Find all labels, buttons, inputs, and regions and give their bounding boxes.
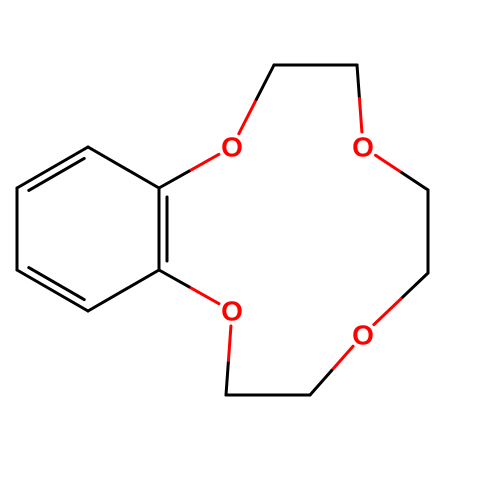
bond xyxy=(332,346,354,370)
bond xyxy=(29,158,84,190)
bond xyxy=(88,270,159,311)
atom-label-o: O xyxy=(221,132,243,163)
bond xyxy=(88,147,159,188)
bond xyxy=(310,371,332,395)
bond xyxy=(226,360,228,395)
atom-label-o: O xyxy=(352,320,374,351)
bond xyxy=(402,173,428,190)
bond xyxy=(359,99,361,133)
bond xyxy=(376,155,402,172)
bond xyxy=(189,154,219,171)
bond xyxy=(357,65,359,99)
bond xyxy=(374,299,401,325)
bond xyxy=(17,147,88,188)
molecule-svg: O O O O xyxy=(0,0,500,500)
bond xyxy=(401,273,428,299)
bond xyxy=(29,268,84,300)
bond xyxy=(17,270,88,311)
bond xyxy=(159,270,189,287)
bond xyxy=(228,326,230,361)
bond xyxy=(256,65,274,99)
bond xyxy=(159,171,189,188)
bond xyxy=(189,287,219,304)
bond xyxy=(239,99,257,133)
atom-label-o: O xyxy=(352,132,374,163)
atom-label-o: O xyxy=(221,296,243,327)
